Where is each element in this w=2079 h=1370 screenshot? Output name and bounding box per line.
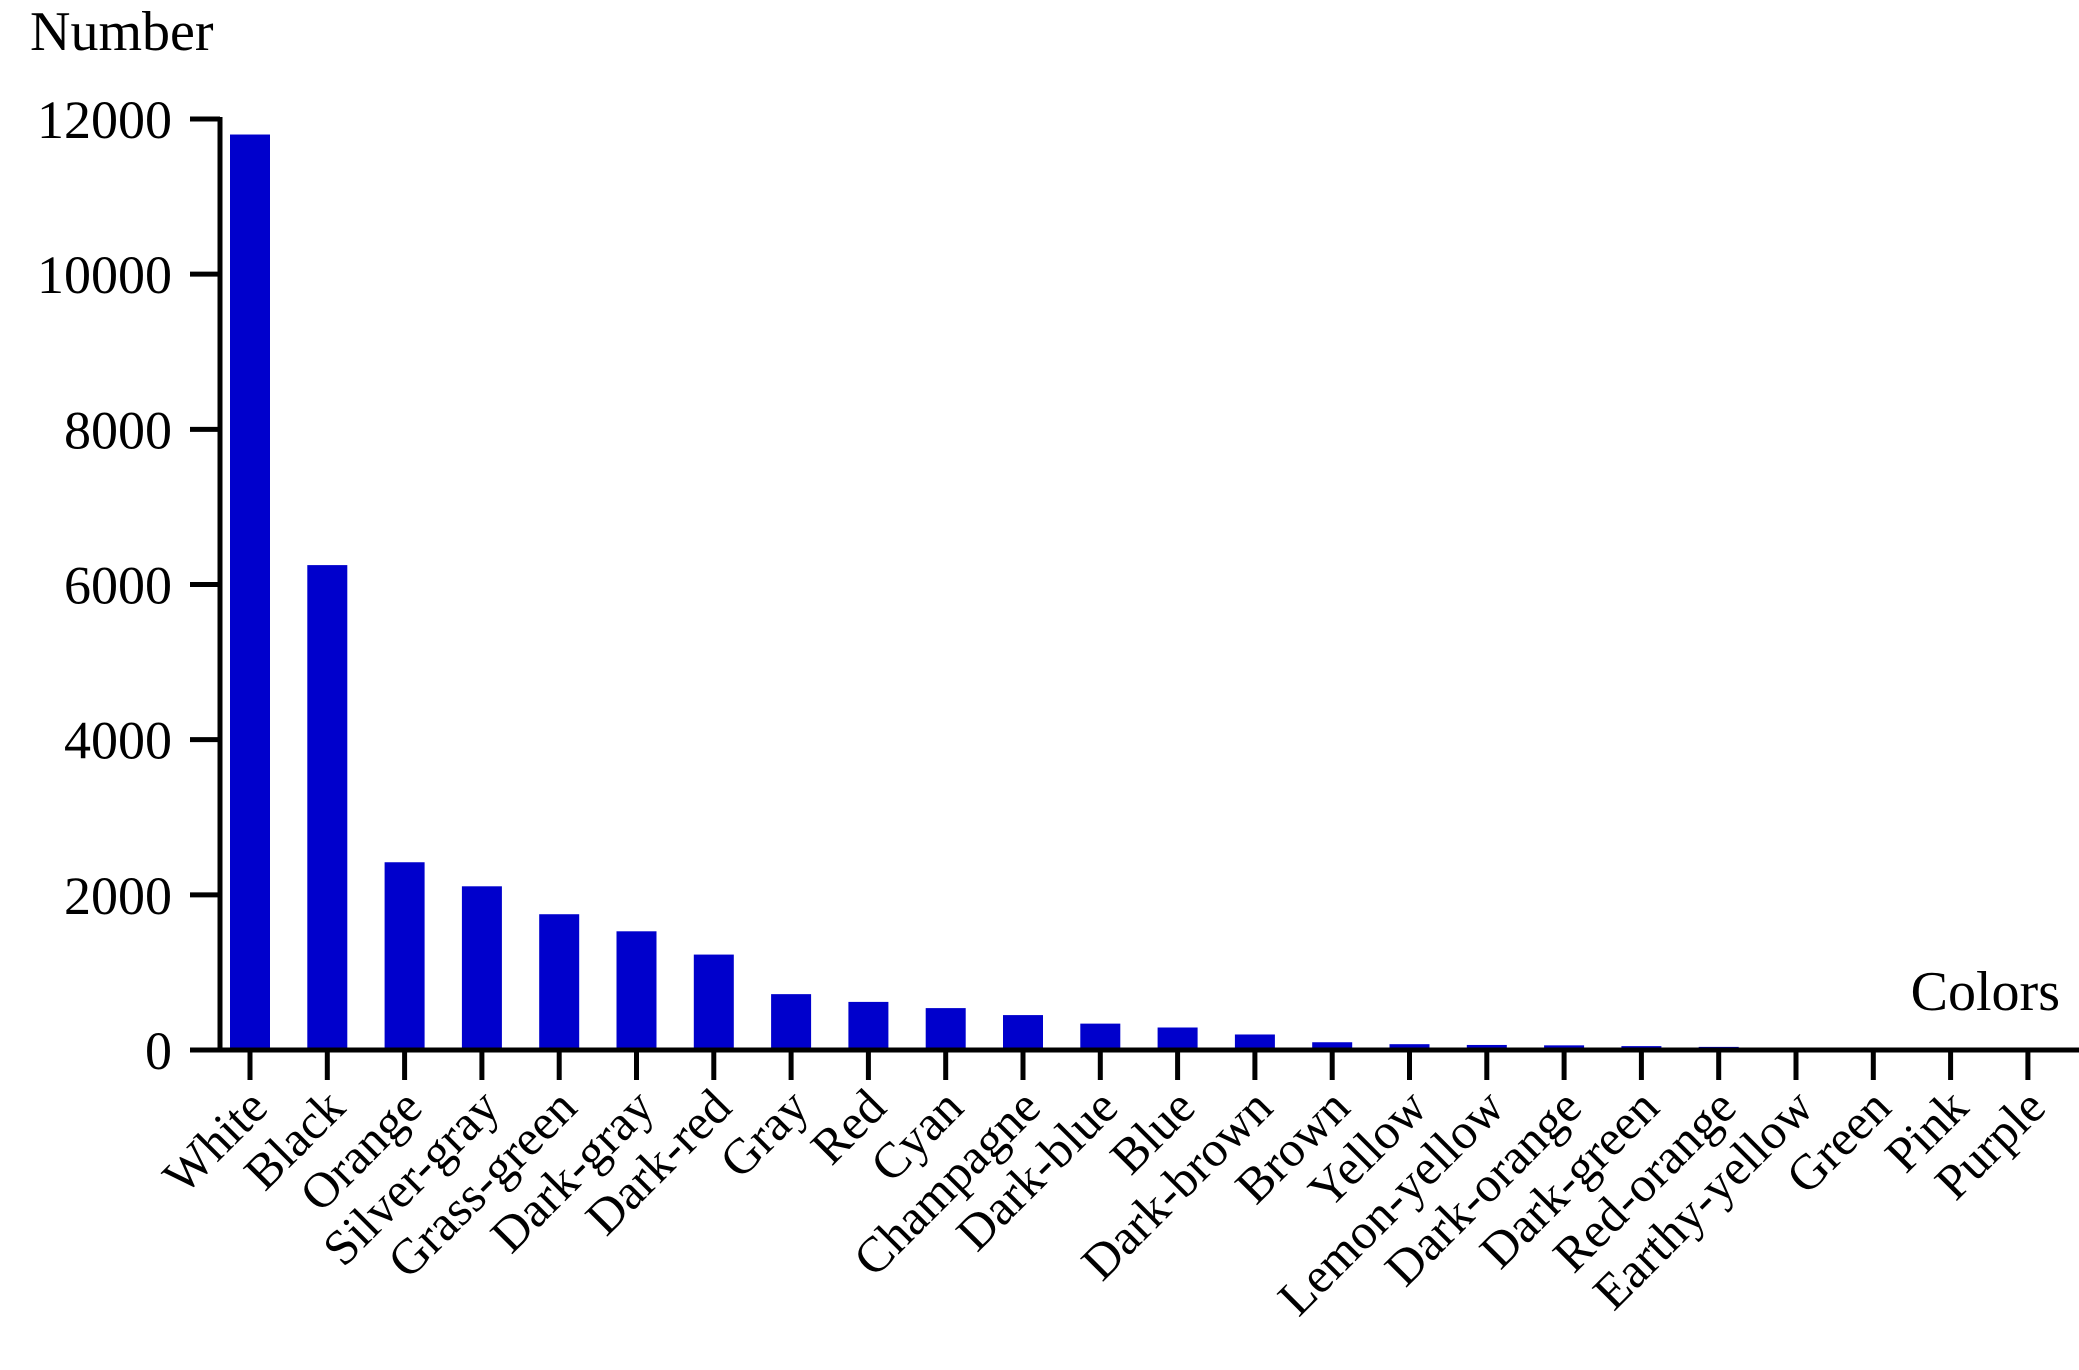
bar-brown	[1312, 1042, 1353, 1050]
bar-orange	[384, 862, 425, 1050]
bar-silver-gray	[461, 886, 502, 1050]
x-axis-title: Colors	[1911, 961, 2060, 1023]
y-tick-label: 2000	[64, 866, 172, 926]
y-tick-label: 4000	[64, 711, 172, 771]
bar-white	[230, 134, 270, 1050]
bar-dark-blue	[1080, 1023, 1121, 1050]
x-axis-ticks: WhiteBlackOrangeSilver-grayGrass-greenDa…	[152, 1050, 2056, 1326]
y-tick-label: 12000	[37, 90, 172, 150]
y-axis-title: Number	[30, 1, 214, 63]
bars	[230, 134, 2048, 1050]
bar-blue	[1157, 1027, 1198, 1050]
bar-grass-green	[539, 914, 580, 1050]
y-tick-label: 0	[145, 1021, 172, 1081]
bar-red	[848, 1001, 889, 1050]
bar-dark-brown	[1234, 1034, 1275, 1050]
bar-lemon-yellow	[1466, 1044, 1507, 1050]
bar-black	[307, 565, 348, 1050]
y-tick-label: 10000	[37, 245, 172, 305]
bar-champagne	[1003, 1015, 1043, 1050]
bar-dark-red	[693, 954, 734, 1050]
y-tick-label: 8000	[64, 400, 172, 460]
bar-cyan	[925, 1008, 966, 1050]
bar-gray	[771, 994, 812, 1050]
bar-yellow	[1389, 1044, 1430, 1050]
y-axis-ticks: 0 2000 4000 6000 8000 10000 12000	[37, 90, 220, 1081]
y-tick-label: 6000	[64, 556, 172, 616]
bar-dark-gray	[616, 931, 657, 1050]
